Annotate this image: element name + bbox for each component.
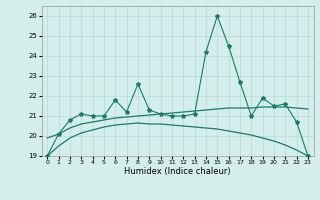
X-axis label: Humidex (Indice chaleur): Humidex (Indice chaleur) (124, 167, 231, 176)
